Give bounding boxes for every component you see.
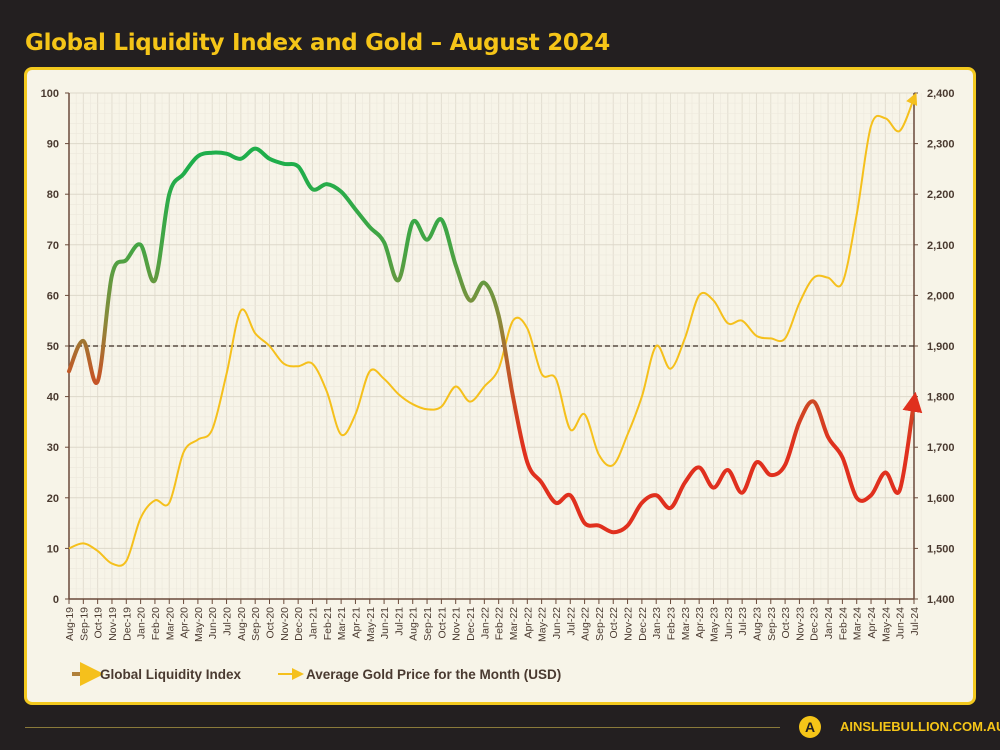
x-axis-tick-label: Oct-21	[436, 607, 448, 639]
x-axis-tick-label: Jul-20	[222, 607, 234, 636]
x-axis-tick-label: Jan-20	[136, 607, 148, 639]
x-axis-tick-label: Mar-21	[336, 607, 348, 640]
x-axis-tick-label: Jun-20	[207, 607, 219, 639]
x-axis-tick-label: Feb-21	[322, 607, 334, 640]
legend-label-liquidity: Global Liquidity Index	[100, 667, 241, 682]
left-axis-tick-label: 50	[47, 341, 59, 353]
x-axis-tick-label: Feb-22	[494, 607, 506, 640]
x-axis-tick-label: Sep-21	[422, 607, 434, 641]
x-axis-tick-label: Jan-23	[651, 607, 663, 639]
x-axis-tick-label: Jun-24	[895, 607, 907, 639]
left-axis-tick-label: 60	[47, 290, 59, 302]
x-axis-tick-label: Jun-23	[723, 607, 735, 639]
left-axis-tick-label: 90	[47, 139, 59, 151]
right-axis-tick-label: 1,800	[927, 392, 955, 404]
x-axis-tick-label: May-24	[880, 607, 892, 642]
right-axis-tick-label: 1,500	[927, 543, 955, 555]
x-axis-tick-label: Jun-21	[379, 607, 391, 639]
left-axis-tick-label: 20	[47, 493, 59, 505]
x-axis-tick-label: Nov-20	[279, 607, 291, 641]
x-axis-tick-label: Apr-20	[179, 607, 191, 639]
liquidity-index-line	[67, 146, 923, 535]
x-axis-tick-label: Nov-19	[107, 607, 119, 641]
x-axis-tick-label: Nov-21	[451, 607, 463, 641]
right-axis-tick-label: 1,400	[927, 594, 955, 606]
x-axis-tick-label: Jul-22	[565, 607, 577, 636]
left-axis-tick-label: 0	[53, 594, 59, 606]
x-axis-tick-label: Jan-21	[307, 607, 319, 639]
x-axis-tick-label: Sep-22	[594, 607, 606, 641]
x-axis-tick-label: Aug-23	[751, 607, 763, 641]
x-axis-tick-label: May-23	[708, 607, 720, 642]
right-axis-tick-label: 2,200	[927, 189, 955, 201]
x-axis-tick-label: Dec-20	[293, 607, 305, 641]
legend: Global Liquidity Index Average Gold Price…	[72, 662, 561, 686]
left-axis-tick-label: 100	[41, 88, 59, 100]
x-axis-tick-label: Aug-19	[64, 607, 76, 641]
x-axis-tick-label: May-20	[193, 607, 205, 642]
right-axis-tick-label: 1,600	[927, 493, 955, 505]
right-axis-tick-label: 1,700	[927, 442, 955, 454]
x-axis-tick-label: Nov-23	[794, 607, 806, 641]
ainslie-logo: A	[799, 716, 821, 738]
right-axis-tick-label: 2,100	[927, 240, 955, 252]
website-link[interactable]: AINSLIEBULLION.COM.AU	[840, 719, 1000, 734]
right-axis-tick-label: 2,300	[927, 139, 955, 151]
left-axis-tick-label: 30	[47, 442, 59, 454]
x-axis-tick-label: Jun-22	[551, 607, 563, 639]
axes: 0 10 20 30 40 50 60 70 80 90 100 1,400 1,500 1,600 1,7…	[41, 88, 955, 642]
x-axis-tick-label: Oct-23	[780, 607, 792, 639]
x-axis-tick-label: Dec-19	[121, 607, 133, 641]
legend-label-gold: Average Gold Price for the Month (USD)	[306, 667, 561, 682]
page-title: Global Liquidity Index and Gold – August…	[25, 30, 611, 56]
x-axis-tick-label: Sep-19	[78, 607, 90, 641]
x-axis-tick-label: Dec-21	[465, 607, 477, 641]
x-axis-tick-label: Oct-20	[265, 607, 277, 639]
x-axis-tick-label: May-21	[365, 607, 377, 642]
x-axis-tick-label: Apr-23	[694, 607, 706, 639]
x-axis-tick-label: May-22	[537, 607, 549, 642]
x-axis-tick-label: Aug-22	[580, 607, 592, 641]
x-axis-tick-label: Apr-24	[866, 607, 878, 639]
right-axis-tick-label: 2,400	[927, 88, 955, 100]
gold-price-line	[68, 92, 918, 567]
x-axis-tick-label: Mar-20	[164, 607, 176, 640]
series	[67, 92, 923, 567]
x-axis-tick-label: Apr-22	[522, 607, 534, 639]
left-axis-tick-label: 80	[47, 189, 59, 201]
x-axis-tick-label: Oct-22	[608, 607, 620, 639]
x-axis-tick-label: Dec-22	[637, 607, 649, 641]
x-axis-tick-label: Sep-23	[766, 607, 778, 641]
x-axis-tick-label: Aug-21	[408, 607, 420, 641]
x-axis-tick-label: Feb-20	[150, 607, 162, 640]
x-axis-tick-label: Sep-20	[250, 607, 262, 641]
left-axis-tick-label: 40	[47, 392, 59, 404]
footer-divider	[25, 727, 780, 728]
x-axis-tick-label: Oct-19	[93, 607, 105, 639]
x-axis-tick-label: Mar-23	[680, 607, 692, 640]
right-axis-tick-label: 2,000	[927, 290, 955, 302]
left-axis-tick-label: 70	[47, 240, 59, 252]
right-axis-tick-label: 1,900	[927, 341, 955, 353]
x-axis-tick-label: Nov-22	[623, 607, 635, 641]
x-axis-tick-label: Jul-23	[737, 607, 749, 636]
x-axis-tick-label: Mar-24	[852, 607, 864, 640]
x-axis-tick-label: Feb-23	[666, 607, 678, 640]
x-axis-tick-label: Feb-24	[837, 607, 849, 640]
x-axis-tick-label: Mar-22	[508, 607, 520, 640]
x-axis-tick-label: Aug-20	[236, 607, 248, 641]
x-axis-tick-label: Dec-23	[809, 607, 821, 641]
x-axis-tick-label: Apr-21	[350, 607, 362, 639]
x-axis-tick-label: Jul-24	[909, 607, 921, 636]
x-axis-tick-label: Jan-24	[823, 607, 835, 639]
left-axis-tick-label: 10	[47, 543, 59, 555]
x-axis-tick-label: Jan-22	[479, 607, 491, 639]
x-axis-tick-label: Jul-21	[393, 607, 405, 636]
